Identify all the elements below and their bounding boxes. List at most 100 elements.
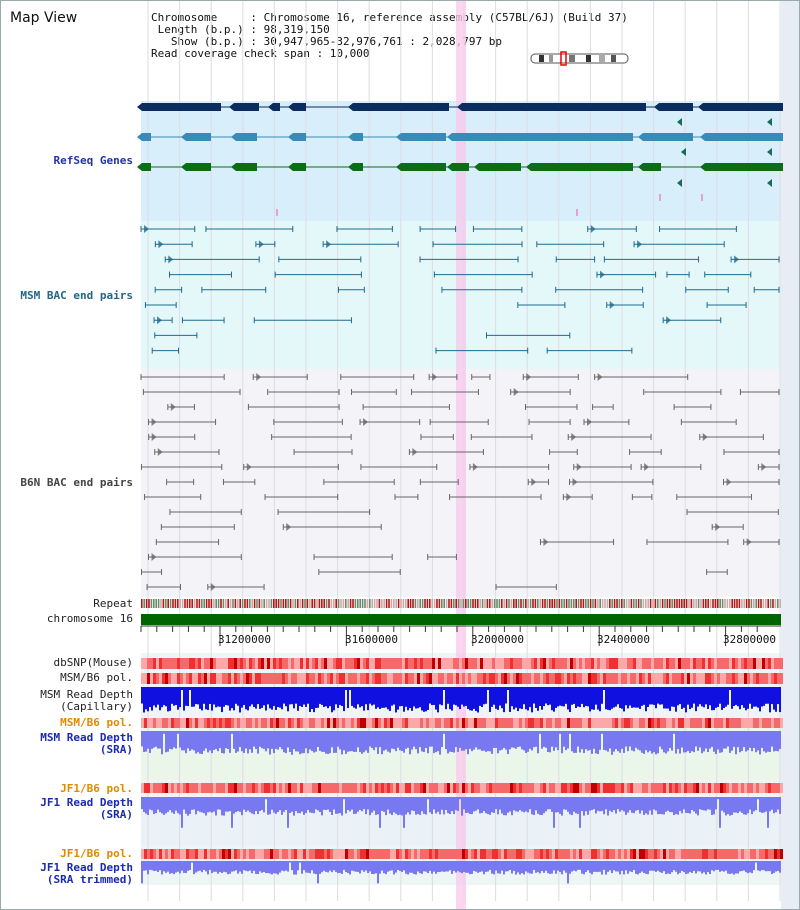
- polymorphism-cell: [402, 658, 405, 669]
- read-depth-bar: [575, 731, 577, 753]
- polymorphism-cell: [171, 718, 174, 728]
- read-depth-bar: [341, 731, 343, 755]
- polymorphism-cell: [495, 673, 498, 684]
- polymorphism-cell: [633, 673, 636, 684]
- read-depth-bar: [697, 731, 699, 751]
- read-depth-bar: [169, 731, 171, 749]
- read-depth-bar: [273, 861, 275, 874]
- track-label-dbsnp[interactable]: dbSNP(Mouse): [53, 656, 133, 669]
- track-label-msm-b6-pol-1[interactable]: MSM/B6 pol.: [60, 671, 133, 684]
- polymorphism-cell: [312, 783, 315, 793]
- track-label-msm-bac[interactable]: MSM BAC end pairs: [20, 289, 133, 302]
- track-label-repeat[interactable]: Repeat: [93, 597, 133, 610]
- read-depth-bar: [613, 861, 615, 871]
- read-depth-bar: [725, 861, 727, 871]
- polymorphism-cell: [648, 673, 651, 684]
- track-label-msm-depth-cap[interactable]: MSM Read Depth: [40, 688, 133, 701]
- polymorphism-cell: [288, 673, 291, 684]
- read-depth-bar: [643, 731, 645, 754]
- track-label-refseq[interactable]: RefSeq Genes: [53, 154, 133, 167]
- polymorphism-cell: [699, 718, 702, 728]
- polymorphism-cell: [570, 718, 573, 728]
- read-depth-bar: [457, 797, 459, 812]
- gene-exon: [643, 133, 693, 141]
- read-depth-bar: [375, 687, 377, 709]
- polymorphism-cell: [516, 849, 519, 859]
- polymorphism-cell: [765, 658, 768, 669]
- polymorphism-cell: [609, 783, 612, 793]
- read-depth-bar: [397, 797, 399, 816]
- read-depth-bar: [391, 861, 393, 871]
- track-label-jf1-b6-pol-1[interactable]: JF1/B6 pol.: [60, 782, 133, 795]
- polymorphism-cell: [336, 718, 339, 728]
- polymorphism-cell: [378, 658, 381, 669]
- read-depth-bar: [209, 861, 211, 870]
- bac-end-arrow: [472, 463, 478, 471]
- track-label-b6n-bac[interactable]: B6N BAC end pairs: [20, 476, 133, 489]
- read-depth-bar: [151, 731, 153, 749]
- read-depth-bar: [571, 861, 573, 872]
- track-label-chromosome[interactable]: chromosome 16: [46, 612, 133, 625]
- read-depth-bar: [733, 797, 735, 813]
- polymorphism-cell: [237, 718, 240, 728]
- read-depth-bar: [599, 861, 601, 872]
- read-depth-bar: [515, 797, 517, 812]
- polymorphism-cell: [699, 673, 702, 684]
- read-depth-bar: [521, 687, 523, 709]
- read-depth-bar: [145, 797, 147, 814]
- read-depth-bar: [535, 797, 537, 811]
- read-depth-bar: [293, 797, 295, 816]
- polymorphism-cell: [588, 783, 591, 793]
- read-depth-bar: [315, 687, 317, 708]
- read-depth-bar: [411, 861, 413, 873]
- track-label-jf1-b6-pol-2[interactable]: JF1/B6 pol.: [60, 847, 133, 860]
- track-label-msm-depth-sra[interactable]: MSM Read Depth: [40, 731, 133, 744]
- read-depth-bar: [425, 687, 427, 712]
- read-depth-bar: [549, 687, 551, 705]
- polymorphism-cell: [570, 849, 573, 859]
- read-depth-bar: [311, 797, 313, 813]
- read-depth-bar: [709, 861, 711, 874]
- polymorphism-cell: [642, 718, 645, 728]
- repeat-mark: [649, 599, 652, 608]
- read-depth-bar: [533, 861, 535, 870]
- polymorphism-cell: [564, 658, 567, 669]
- read-depth-bar: [663, 731, 665, 753]
- repeat-mark: [436, 599, 438, 608]
- read-depth-bar: [647, 861, 649, 875]
- polymorphism-cell: [489, 783, 492, 793]
- read-depth-bar: [157, 731, 159, 749]
- repeat-mark: [534, 599, 537, 608]
- read-depth-bar: [657, 731, 659, 754]
- read-depth-bar: [605, 731, 607, 751]
- polymorphism-cell: [177, 783, 180, 793]
- repeat-mark: [508, 599, 510, 608]
- read-depth-bar: [329, 861, 331, 871]
- read-depth-bar: [771, 797, 773, 810]
- read-depth-bar: [327, 861, 329, 873]
- track-label-jf1-depth-trim[interactable]: JF1 Read Depth: [40, 861, 133, 874]
- gene-strand-arrow: [654, 103, 659, 111]
- read-depth-bar: [185, 797, 187, 814]
- read-depth-bar: [615, 731, 617, 750]
- read-depth-bar: [221, 687, 223, 713]
- polymorphism-cell: [213, 658, 216, 669]
- read-depth-bar: [451, 687, 453, 711]
- read-depth-bar: [633, 861, 635, 870]
- polymorphism-cell: [177, 673, 180, 684]
- track-label-jf1-depth-sra[interactable]: JF1 Read Depth: [40, 796, 133, 809]
- polymorphism-cell: [717, 783, 720, 793]
- read-depth-bar: [253, 797, 255, 815]
- read-depth-bar: [699, 731, 701, 748]
- polymorphism-cell: [243, 673, 246, 684]
- polymorphism-cell: [339, 718, 342, 728]
- read-depth-bar: [171, 687, 173, 704]
- polymorphism-cell: [513, 658, 516, 669]
- read-depth-bar: [243, 731, 245, 754]
- polymorphism-cell: [300, 849, 303, 859]
- read-depth-bar: [657, 687, 659, 704]
- polymorphism-cell: [204, 783, 207, 793]
- track-label-msm-b6-pol-2[interactable]: MSM/B6 pol.: [60, 716, 133, 729]
- read-depth-bar: [743, 861, 745, 871]
